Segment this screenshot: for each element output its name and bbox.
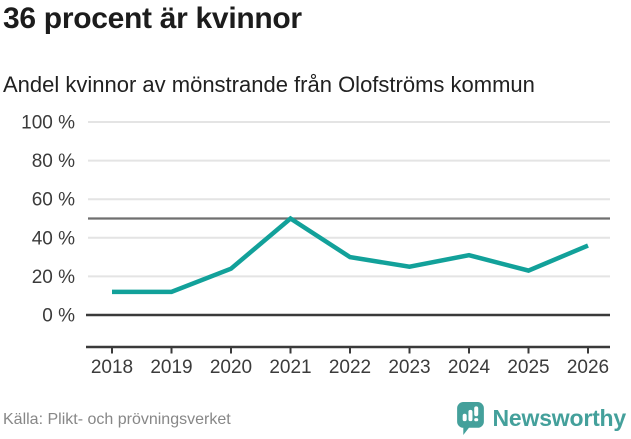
logo-exclamation-dot bbox=[473, 418, 478, 422]
x-tick-label-2025: 2025 bbox=[507, 357, 549, 378]
newsworthy-logo-icon bbox=[456, 402, 484, 435]
y-tick-label-100: 100 % bbox=[21, 113, 75, 134]
y-tick-label-80: 80 % bbox=[32, 151, 75, 172]
x-tick-label-2018: 2018 bbox=[91, 357, 133, 378]
x-tick-label-2023: 2023 bbox=[388, 357, 430, 378]
x-tick-label-2021: 2021 bbox=[269, 357, 311, 378]
line-chart: 0 % 20 % 40 % 60 % 80 % 100 % 2018 2019 2020 2021… bbox=[21, 113, 610, 378]
chart-subtitle: Andel kvinnor av mönstrande från Olofstr… bbox=[3, 72, 535, 97]
newsworthy-logo-text: Newsworthy bbox=[492, 405, 627, 431]
newsworthy-logo[interactable]: Newsworthy bbox=[456, 401, 626, 436]
logo-bar-medium bbox=[467, 409, 472, 422]
logo-exclamation-bar bbox=[473, 406, 478, 417]
x-tick-label-2020: 2020 bbox=[210, 357, 252, 378]
y-tick-label-0: 0 % bbox=[42, 306, 75, 327]
x-tick-label-2022: 2022 bbox=[329, 357, 371, 378]
chart-title: 36 procent är kvinnor bbox=[3, 2, 302, 35]
logo-bar-small bbox=[462, 413, 467, 422]
x-tick-label-2026: 2026 bbox=[567, 357, 609, 378]
y-tick-label-20: 20 % bbox=[32, 267, 75, 288]
data-line bbox=[112, 215, 589, 295]
x-tick-label-2024: 2024 bbox=[448, 357, 491, 378]
y-tick-label-40: 40 % bbox=[32, 228, 75, 249]
x-tick-label-2019: 2019 bbox=[150, 357, 192, 378]
source-note: Källa: Plikt- och prövningsverket bbox=[3, 411, 231, 428]
y-tick-label-60: 60 % bbox=[32, 190, 75, 211]
